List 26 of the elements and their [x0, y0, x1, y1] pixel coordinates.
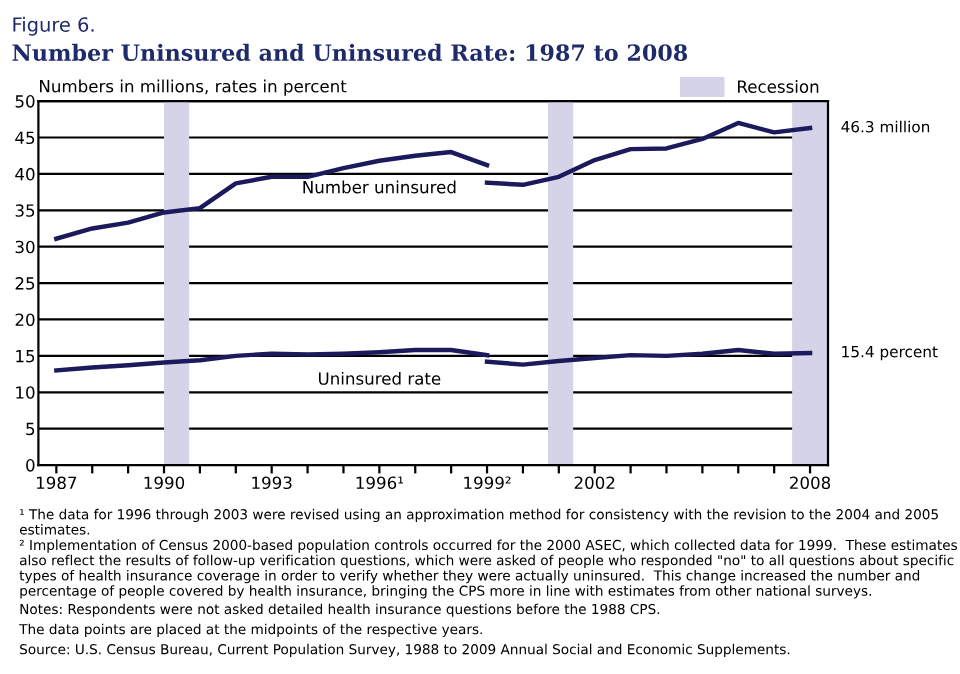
y-tick-label: 35: [15, 204, 35, 217]
y-tick-label: 50: [15, 95, 35, 108]
series-label: Uninsured rate: [318, 371, 441, 385]
y-tick-label: 45: [15, 131, 35, 145]
y-tick-label: 25: [15, 277, 35, 290]
chart-title: Number Uninsured and Uninsured Rate: 1987 to 2008: [12, 43, 688, 62]
y-tick-label: 20: [15, 313, 35, 327]
x-tick-label: 1987: [36, 476, 77, 490]
y-tick-label: 10: [16, 386, 35, 399]
y-tick-label: 30: [15, 240, 35, 254]
legend-label: Recession: [738, 80, 819, 93]
y-tick-label: 15: [16, 350, 35, 363]
x-tick-label: 1993: [252, 476, 292, 490]
line-series: [54, 149, 490, 241]
x-tick-label: 1999²: [464, 476, 511, 490]
line-series: [484, 120, 813, 188]
y-tick-label: 5: [26, 422, 35, 436]
x-tick-label: 1990: [144, 476, 185, 490]
chart-subtitle: Figure 6.: [13, 16, 94, 36]
y-axis-title: Numbers in millions, rates in percent: [40, 79, 347, 96]
y-tick-label: 40: [15, 167, 35, 181]
x-tick-label: 2002: [574, 476, 615, 490]
y-tick-label: 0: [26, 459, 35, 472]
x-tick-label: 1996¹: [356, 476, 403, 490]
series-label: Number uninsured: [303, 180, 456, 194]
x-tick-label: 2008: [790, 476, 831, 490]
